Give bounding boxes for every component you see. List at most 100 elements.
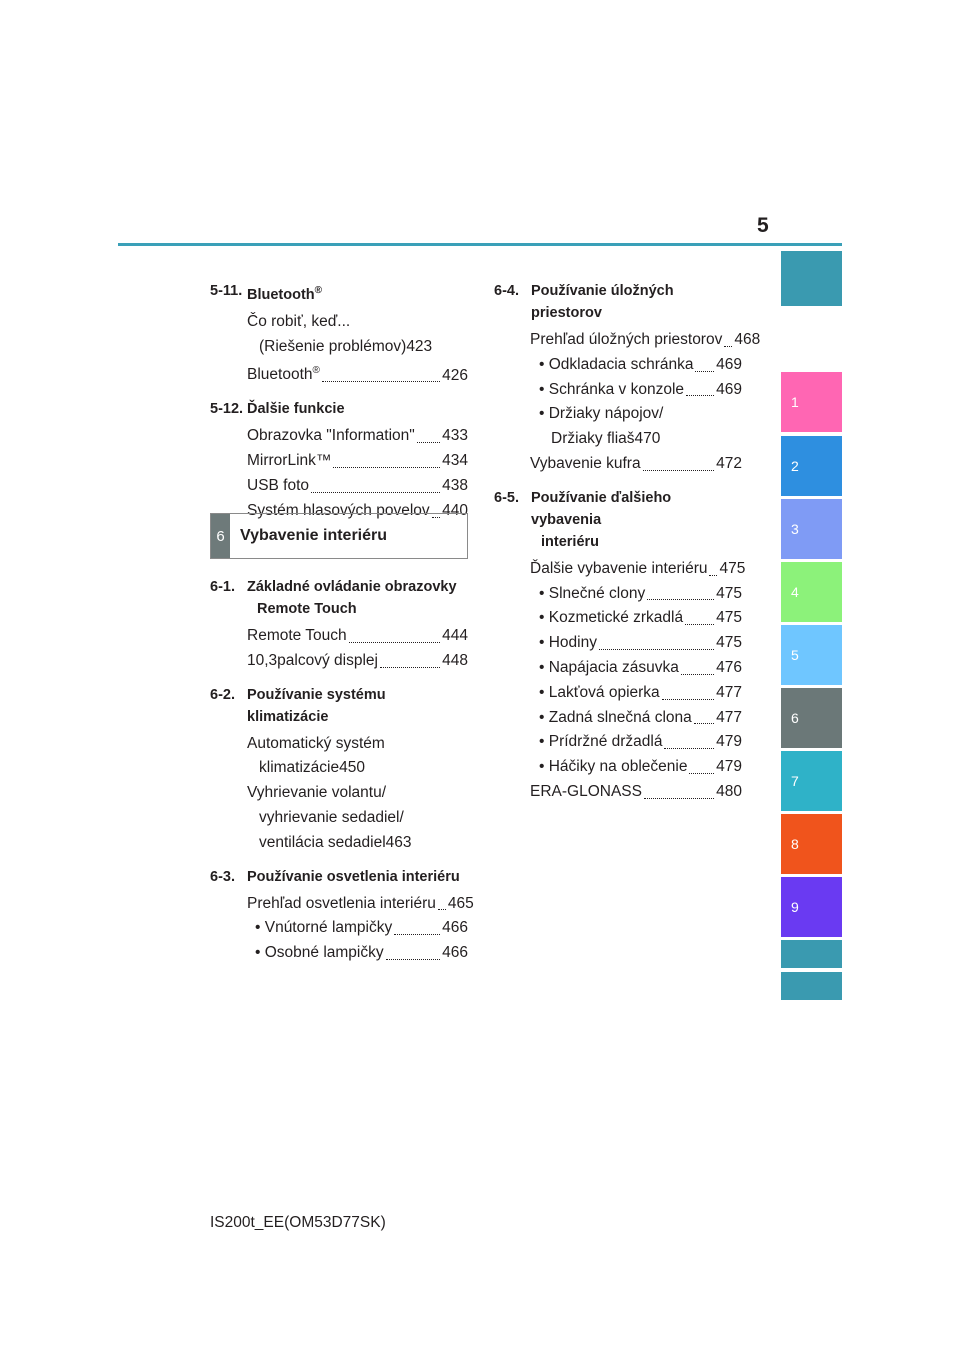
leader-dots bbox=[680, 673, 715, 675]
section-title-text: Ďalšie funkcie bbox=[247, 401, 345, 418]
page-ref: 440 bbox=[442, 501, 468, 519]
chapter-tab-5[interactable]: 5 bbox=[781, 625, 842, 685]
section-title: Bluetooth® bbox=[247, 280, 468, 306]
toc-entry[interactable]: • Držiaky nápojov/Držiaky fliaš 470 bbox=[494, 402, 742, 452]
chapter-tab-9[interactable]: 9 bbox=[781, 877, 842, 937]
leader-dots bbox=[709, 574, 718, 576]
chapter-tab-1[interactable]: 1 bbox=[781, 372, 842, 432]
section-heading[interactable]: 5-12. Ďalšie funkcie bbox=[210, 398, 468, 424]
section-title-line: Používanie osvetlenia interiéru bbox=[247, 868, 460, 885]
entry-last-line: klimatizácie 450 bbox=[247, 756, 468, 781]
toc-entry[interactable]: Systém hlasových povelov 440 bbox=[210, 499, 468, 524]
toc-section: 6-3. Používanie osvetlenia interiéru Prehľ… bbox=[210, 866, 474, 966]
chapter-tab-2[interactable]: 2 bbox=[781, 436, 842, 496]
chapter-tab-8[interactable]: 8 bbox=[781, 814, 842, 874]
chapter-tab-label: 6 bbox=[791, 710, 799, 726]
chapter-tab-label: 8 bbox=[791, 836, 799, 852]
section-heading[interactable]: 5-11. Bluetooth® bbox=[210, 280, 468, 310]
section-heading[interactable]: 6-3. Používanie osvetlenia interiéru bbox=[210, 866, 468, 892]
page-ref: 423 bbox=[406, 337, 433, 355]
toc-entry[interactable]: Bluetooth® 426 bbox=[210, 359, 468, 388]
page-ref: 434 bbox=[442, 452, 468, 470]
toc-entry[interactable]: Vybavenie kufra 472 bbox=[494, 452, 742, 477]
entry-last-line: (Riešenie problémov) 423 bbox=[247, 335, 468, 360]
toc-entry[interactable]: • Zadná slnečná clona 477 bbox=[494, 706, 742, 731]
section-heading[interactable]: 6-1. Základné ovládanie obrazovky Remote T… bbox=[210, 576, 468, 624]
toc-entry[interactable]: • Schránka v konzole 469 bbox=[494, 378, 742, 403]
toc-entry[interactable]: • Kozmetické zrkadlá 475 bbox=[494, 606, 742, 631]
entry-label: • Schránka v konzole bbox=[539, 380, 685, 398]
leader-dots bbox=[379, 666, 441, 668]
toc-entry[interactable]: Obrazovka "Information" 433 bbox=[210, 424, 468, 449]
entry-label: • Vnútorné lampičky bbox=[255, 919, 393, 937]
entry-last-line: ventilácia sedadiel 463 bbox=[247, 831, 468, 856]
toc-entry[interactable]: • Hodiny 475 bbox=[494, 631, 742, 656]
toc-entry[interactable]: Prehľad úložných priestorov 468 bbox=[494, 328, 760, 353]
toc-entry[interactable]: Vyhrievanie volantu/vyhrievanie sedadiel… bbox=[210, 781, 468, 855]
chapter-tab-6[interactable]: 6 bbox=[781, 688, 842, 748]
leader-dots bbox=[661, 698, 715, 700]
chapter-tab-blank[interactable] bbox=[781, 940, 842, 968]
toc-entry[interactable]: USB foto 438 bbox=[210, 474, 468, 499]
entry-label: • Lakťová opierka bbox=[539, 683, 660, 701]
toc-entry[interactable]: Prehľad osvetlenia interiéru 465 bbox=[210, 892, 474, 917]
page-ref: 472 bbox=[716, 454, 742, 472]
section-heading[interactable]: 6-4. Používanie úložných priestorov bbox=[494, 280, 742, 328]
section-heading[interactable]: 6-2. Používanie systému klimatizácie bbox=[210, 684, 468, 732]
page-ref: 475 bbox=[716, 609, 742, 627]
toc-entry[interactable]: MirrorLink™ 434 bbox=[210, 449, 468, 474]
toc-section: 6-1. Základné ovládanie obrazovky Remote T… bbox=[210, 576, 468, 674]
leader-dots bbox=[348, 641, 441, 643]
toc-entry[interactable]: • Háčiky na oblečenie 479 bbox=[494, 755, 742, 780]
page-ref: 466 bbox=[442, 944, 468, 962]
entry-label: • Odkladacia schránka bbox=[539, 355, 694, 373]
toc-section: 5-11. Bluetooth® Čo robiť, keď... (Riešenie… bbox=[210, 280, 468, 388]
section-title: Základné ovládanie obrazovky Remote Touch bbox=[247, 576, 468, 620]
section-title-line: interiéru bbox=[541, 533, 600, 550]
section-heading[interactable]: 6-5. Používanie ďalšieho vybavenia interié… bbox=[494, 487, 742, 557]
chapter-tab-blank[interactable] bbox=[781, 972, 842, 1000]
toc-entry[interactable]: Remote Touch 444 bbox=[210, 624, 468, 649]
page-ref: 469 bbox=[716, 380, 742, 398]
entry-last-line: Držiaky fliaš 470 bbox=[539, 427, 742, 452]
leader-dots bbox=[724, 345, 733, 347]
toc-entry[interactable]: Automatický systém klimatizácie 450 bbox=[210, 732, 468, 782]
section-title-text: Bluetooth bbox=[247, 286, 315, 303]
toc-entry[interactable]: • Lakťová opierka 477 bbox=[494, 681, 742, 706]
entry-label: ERA-GLONASS bbox=[530, 782, 642, 800]
entry-label: USB foto bbox=[247, 476, 310, 494]
entry-label: klimatizácie bbox=[259, 759, 340, 777]
leader-dots bbox=[664, 748, 715, 750]
toc-entry[interactable]: • Vnútorné lampičky 466 bbox=[210, 916, 468, 941]
leader-dots bbox=[333, 466, 441, 468]
leader-dots bbox=[689, 772, 715, 774]
chapter-tab-label: 3 bbox=[791, 521, 799, 537]
toc-section: 6-2. Používanie systému klimatizácie Autom… bbox=[210, 684, 468, 856]
chapter-tab-blank[interactable] bbox=[781, 251, 842, 306]
chapter-number: 6 bbox=[211, 514, 230, 558]
toc-entry[interactable]: 10,3palcový displej 448 bbox=[210, 649, 468, 674]
toc-entry[interactable]: • Napájacia zásuvka 476 bbox=[494, 656, 742, 681]
chapter-tab-label: 9 bbox=[791, 899, 799, 915]
toc-right-column: 6-4. Používanie úložných priestorov Prehľa… bbox=[494, 280, 760, 805]
toc-entry[interactable]: Ďalšie vybavenie interiéru 475 bbox=[494, 557, 745, 582]
entry-label: Držiaky fliaš bbox=[551, 430, 635, 448]
toc-entry[interactable]: • Slnečné clony 475 bbox=[494, 582, 742, 607]
section-title-line: Základné ovládanie obrazovky bbox=[247, 579, 457, 595]
toc-entry[interactable]: Čo robiť, keď... (Riešenie problémov) 423 bbox=[210, 310, 468, 360]
entry-label: (Riešenie problémov) bbox=[259, 337, 407, 355]
chapter-heading[interactable]: 6 Vybavenie interiéru bbox=[210, 513, 468, 559]
toc-entry[interactable]: • Osobné lampičky 466 bbox=[210, 941, 468, 966]
chapter-tab-7[interactable]: 7 bbox=[781, 751, 842, 811]
leader-dots bbox=[693, 723, 715, 725]
toc-entry[interactable]: • Odkladacia schránka 469 bbox=[494, 353, 742, 378]
chapter-tab-4[interactable]: 4 bbox=[781, 562, 842, 622]
entry-label: Systém hlasových povelov bbox=[247, 501, 430, 519]
section-title: Ďalšie funkcie bbox=[247, 398, 468, 420]
entry-label: • Zadná slnečná clona bbox=[539, 708, 692, 726]
section-title-line: Používanie systému klimatizácie bbox=[247, 686, 386, 725]
toc-entry[interactable]: ERA-GLONASS 480 bbox=[494, 780, 742, 805]
chapter-tab-3[interactable]: 3 bbox=[781, 499, 842, 559]
toc-entry[interactable]: • Prídržné držadlá 479 bbox=[494, 730, 742, 755]
page-ref: 444 bbox=[442, 627, 468, 644]
